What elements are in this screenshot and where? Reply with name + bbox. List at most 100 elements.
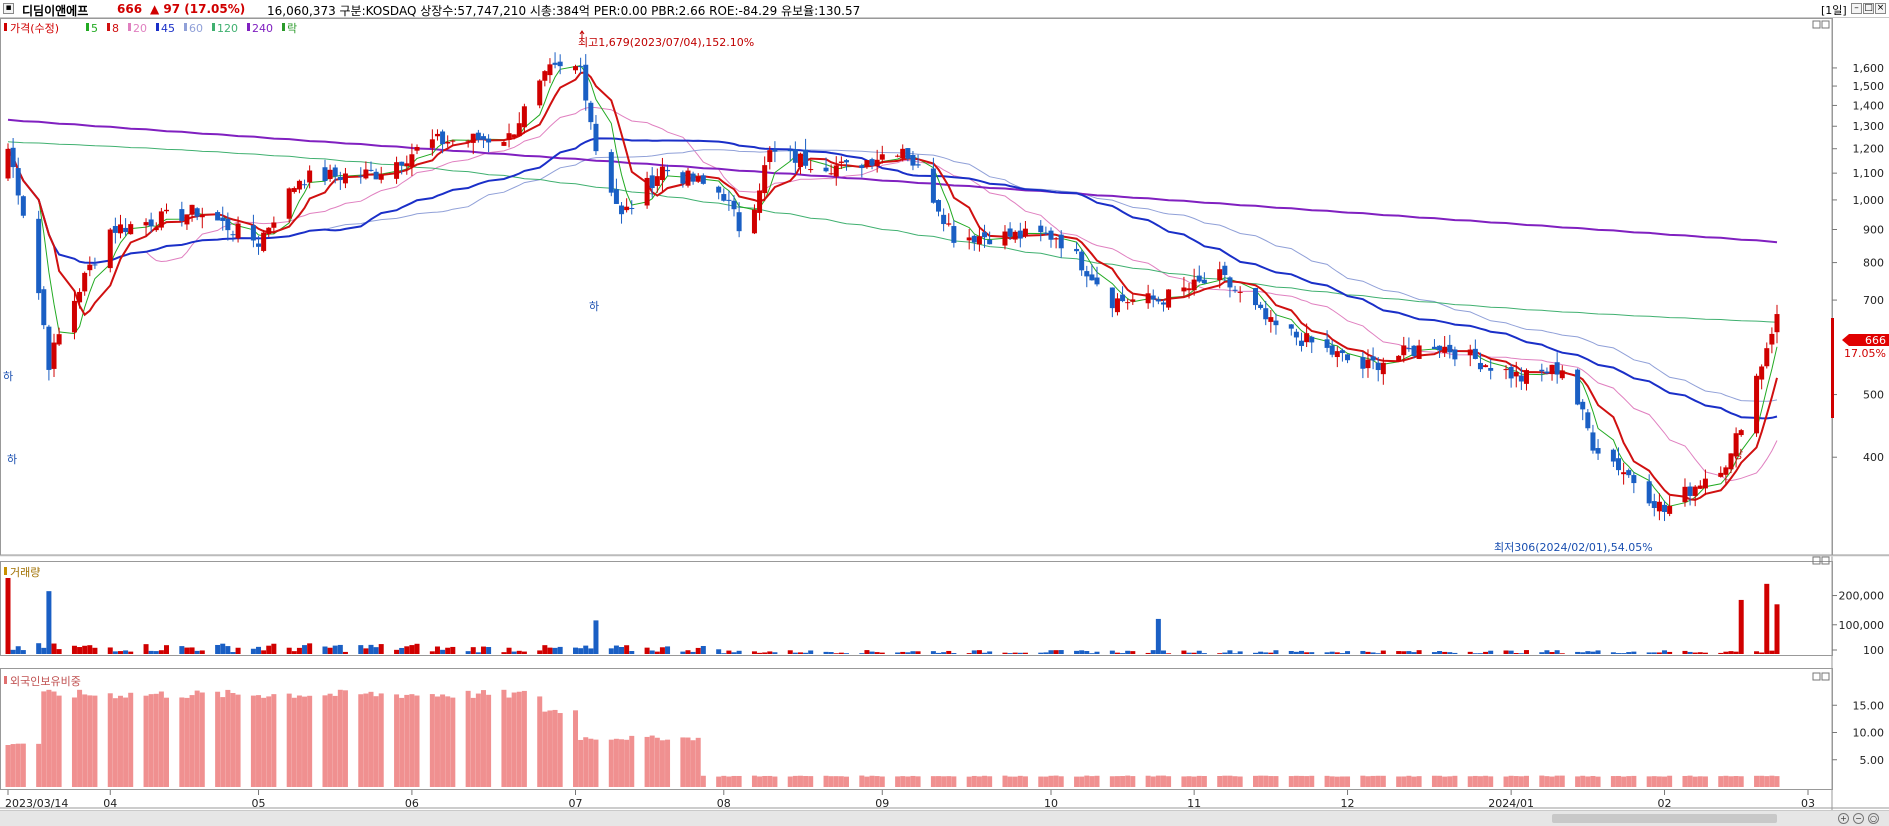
volume-bar <box>1304 652 1310 654</box>
candle <box>1702 469 1708 496</box>
bottom-scroll-bar[interactable]: + − ○ <box>0 810 1889 826</box>
volume-bar <box>307 643 313 654</box>
candle <box>429 129 435 156</box>
zoom-out-icon[interactable]: − <box>1853 813 1864 824</box>
candle <box>982 224 988 248</box>
candle <box>235 216 241 243</box>
volume-bar <box>1754 651 1760 654</box>
candle <box>296 179 302 194</box>
candle <box>1012 230 1018 243</box>
foreign-bar <box>143 695 149 787</box>
volume-bar <box>1523 650 1529 654</box>
volume-panel-controls[interactable] <box>1812 556 1830 565</box>
foreign-bar <box>1631 775 1637 787</box>
foreign-bar <box>951 776 957 787</box>
stock-chart[interactable]: 가격(수정) 5 8 20 45 60 120 240 락 거래량 외국인보유비중 1,600… <box>0 18 1889 810</box>
foreign-bar <box>501 689 507 787</box>
menu-icon[interactable]: ▪ <box>3 3 14 14</box>
volume-bar <box>46 591 52 654</box>
candle <box>215 210 221 221</box>
volume-bar <box>51 643 57 654</box>
volume-bar <box>20 650 26 654</box>
volume-bar <box>1263 652 1269 654</box>
candle <box>153 222 159 232</box>
volume-bar <box>1662 650 1668 654</box>
candle <box>1345 354 1351 364</box>
volume-bar <box>547 647 553 654</box>
foreign-bar <box>1053 775 1059 787</box>
volume-bar <box>516 650 522 654</box>
legend-ma-20: 20 <box>133 22 147 35</box>
zoom-reset-icon[interactable]: ○ <box>1868 813 1879 824</box>
foreign-panel-controls[interactable] <box>1812 672 1830 681</box>
candle <box>123 218 129 236</box>
foreign-bar <box>358 694 364 787</box>
volume-bar <box>1728 651 1734 654</box>
candle <box>20 195 26 219</box>
candle <box>557 54 563 75</box>
volume-bar <box>250 648 256 654</box>
candle <box>1595 439 1601 460</box>
volume-bar <box>1084 651 1090 654</box>
foreign-bar <box>1738 776 1744 787</box>
volume-bar <box>537 650 543 654</box>
volume-bar <box>1477 653 1483 654</box>
foreign-bar <box>1074 776 1080 787</box>
candle <box>1043 226 1049 236</box>
candle <box>1299 332 1305 352</box>
scroll-thumb[interactable] <box>1552 814 1777 823</box>
ma5-line <box>7 65 1778 507</box>
volume-bar <box>1360 650 1366 654</box>
candle <box>501 140 507 147</box>
foreign-bar <box>1365 776 1371 787</box>
volume-bar <box>1120 653 1126 654</box>
minimize-icon[interactable]: – <box>1851 3 1862 14</box>
foreign-bar <box>910 775 916 787</box>
foreign-axis-tick: 10.00 <box>1853 727 1885 740</box>
candle <box>1232 285 1238 293</box>
candle <box>941 208 947 232</box>
candle <box>1626 468 1632 478</box>
candle <box>1288 324 1294 336</box>
volume-bar <box>654 651 660 654</box>
price-panel-controls[interactable] <box>1812 20 1830 29</box>
foreign-bar <box>680 737 686 787</box>
foreign-bar <box>179 697 185 787</box>
foreign-bar <box>271 694 277 787</box>
candle <box>1258 301 1264 310</box>
candle <box>1324 330 1330 353</box>
foreign-bar <box>1084 775 1090 787</box>
candle <box>1109 287 1115 318</box>
candle <box>1523 368 1529 391</box>
candle <box>363 161 369 180</box>
volume-bar <box>71 645 77 654</box>
foreign-bar <box>936 776 942 787</box>
zoom-in-icon[interactable]: + <box>1838 813 1849 824</box>
candle <box>767 146 773 170</box>
volume-bar <box>1488 650 1494 654</box>
candle <box>1191 268 1197 296</box>
price-axis-tick: 400 <box>1863 451 1884 464</box>
volume-bar <box>762 652 768 654</box>
foreign-bar <box>624 739 630 787</box>
foreign-bar <box>900 776 906 787</box>
candle <box>588 100 594 130</box>
legend-ma-60: 60 <box>189 22 203 35</box>
candle <box>1575 368 1581 406</box>
volume-bar <box>327 647 333 654</box>
foreign-bar <box>1007 776 1013 787</box>
foreign-bar <box>1733 775 1739 787</box>
candle <box>1442 335 1448 358</box>
close-icon[interactable]: × <box>1875 3 1886 14</box>
period-selector[interactable]: [1일] <box>1821 4 1847 17</box>
candle <box>843 159 849 171</box>
legend-rak: 락 <box>287 22 297 35</box>
volume-bar <box>1687 651 1693 654</box>
candle <box>10 138 16 178</box>
restore-icon[interactable]: □ <box>1863 3 1874 14</box>
volume-bar <box>1646 652 1652 654</box>
candle <box>1145 284 1151 309</box>
candle <box>271 216 277 234</box>
foreign-bar <box>440 694 446 787</box>
foreign-bar <box>77 689 83 787</box>
